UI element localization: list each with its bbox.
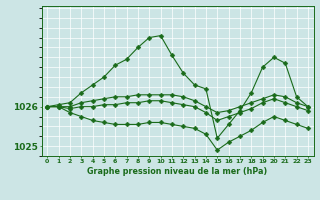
X-axis label: Graphe pression niveau de la mer (hPa): Graphe pression niveau de la mer (hPa) bbox=[87, 167, 268, 176]
